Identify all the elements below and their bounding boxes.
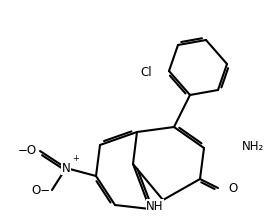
Text: +: + [72, 154, 79, 163]
Text: Cl: Cl [140, 65, 152, 78]
Text: O−: O− [31, 183, 50, 196]
Text: NH: NH [146, 200, 164, 213]
Text: NH₂: NH₂ [242, 140, 264, 153]
Text: −O: −O [18, 144, 37, 157]
Text: O: O [228, 183, 237, 196]
Text: N: N [62, 162, 70, 174]
